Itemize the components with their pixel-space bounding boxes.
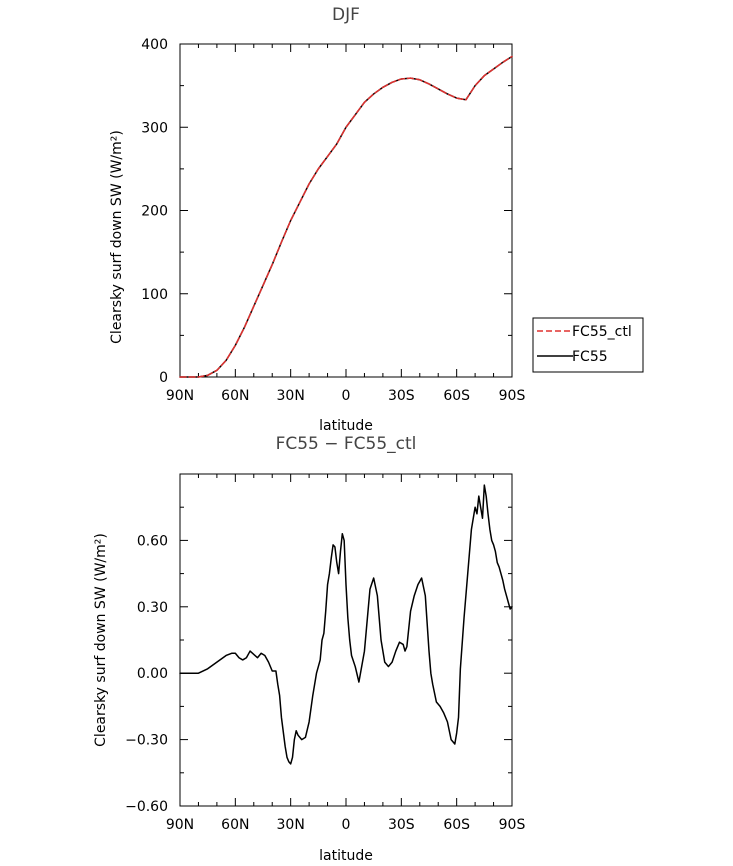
top-chart-title: DJF <box>332 5 360 25</box>
x-tick-label: 0 <box>342 817 351 833</box>
y-tick-label: 0.00 <box>137 666 168 682</box>
top-plot-frame <box>179 43 513 378</box>
y-tick-label: 0.60 <box>137 533 168 549</box>
series-line-difference <box>179 484 513 765</box>
x-tick-label: 30S <box>388 817 415 833</box>
top-chart-panel: DJF 90N 60N 30N 0 30S 60S 90S 0 100 200 300 400 lat… <box>109 5 525 434</box>
bottom-y-axis-label: Clearsky surf down SW (W/m²) <box>93 533 109 747</box>
top-y-axis-label: Clearsky surf down SW (W/m²) <box>109 130 125 344</box>
top-series-lines <box>179 55 513 378</box>
legend-label-fc55-ctl: FC55_ctl <box>572 324 632 340</box>
x-tick-label: 30S <box>388 388 415 404</box>
x-tick-label: 90S <box>499 388 526 404</box>
y-tick-label: 400 <box>141 37 168 53</box>
legend-box <box>532 317 644 373</box>
x-tick-label: 60N <box>221 388 249 404</box>
x-tick-label: 30N <box>277 388 305 404</box>
x-tick-label: 90N <box>166 817 194 833</box>
y-tick-label: −0.60 <box>125 799 168 815</box>
x-tick-label: 0 <box>342 388 351 404</box>
bottom-chart-title: FC55 − FC55_ctl <box>276 434 417 454</box>
x-tick-label: 60N <box>221 817 249 833</box>
legend: FC55_ctl FC55 <box>532 317 644 373</box>
x-tick-label: 30N <box>277 817 305 833</box>
legend-label-fc55: FC55 <box>572 349 608 365</box>
y-tick-label: −0.30 <box>125 733 168 749</box>
bottom-axis-ticks: 90N 60N 30N 0 30S 60S 90S −0.60 −0.30 0.00 0.30 0.6… <box>125 473 526 833</box>
x-tick-label: 60S <box>443 817 470 833</box>
y-tick-label: 300 <box>141 120 168 136</box>
x-tick-label: 60S <box>443 388 470 404</box>
y-tick-label: 0 <box>159 370 168 386</box>
top-x-axis-label: latitude <box>319 418 373 434</box>
bottom-series-lines <box>179 484 513 765</box>
bottom-chart-panel: FC55 − FC55_ctl 90N 60N 30N 0 30S 60S 90S −0.60… <box>93 434 525 864</box>
series-line-fc55-ctl <box>179 55 513 378</box>
y-tick-label: 200 <box>141 204 168 220</box>
x-tick-label: 90N <box>166 388 194 404</box>
y-tick-label: 0.30 <box>137 600 168 616</box>
top-axis-ticks: 90N 60N 30N 0 30S 60S 90S 0 100 200 300 400 <box>141 37 525 404</box>
bottom-x-axis-label: latitude <box>319 848 373 864</box>
y-tick-label: 100 <box>141 287 168 303</box>
x-tick-label: 90S <box>499 817 526 833</box>
series-line-fc55 <box>179 55 513 378</box>
